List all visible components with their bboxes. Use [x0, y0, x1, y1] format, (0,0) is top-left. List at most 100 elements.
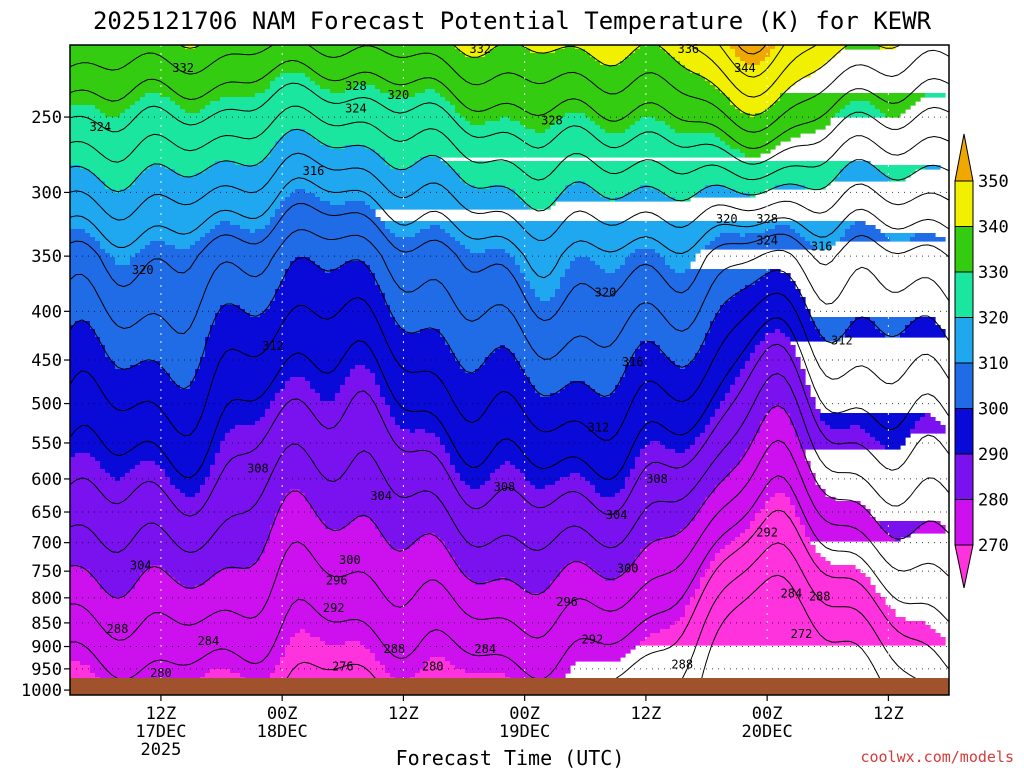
theta-cell [300, 489, 596, 494]
theta-cell [395, 317, 716, 322]
theta-cell [420, 669, 466, 674]
theta-cell [70, 473, 111, 478]
theta-cell [70, 485, 176, 490]
theta-cell [615, 389, 731, 394]
x-tick-label: 2025 [140, 740, 181, 760]
theta-cell [760, 61, 826, 66]
theta-cell [590, 53, 631, 58]
theta-cell [270, 85, 321, 90]
theta-cell [220, 305, 241, 310]
theta-cell [70, 649, 286, 654]
contour-label: 288 [383, 642, 405, 656]
theta-cell [735, 377, 806, 382]
theta-cell [205, 105, 456, 110]
theta-contours [70, 45, 949, 695]
theta-cell [70, 221, 221, 226]
theta-cell [740, 533, 806, 538]
theta-cell [380, 661, 426, 666]
theta-cell [385, 301, 726, 306]
theta-cell [80, 661, 281, 666]
theta-cell [530, 377, 621, 382]
theta-cell [270, 153, 381, 158]
theta-cell [70, 437, 226, 442]
theta-cell [415, 161, 446, 166]
theta-cell [270, 221, 386, 226]
theta-cell [720, 401, 816, 406]
theta-cell [595, 121, 636, 126]
theta-cell [800, 445, 886, 450]
theta-cell [285, 645, 366, 650]
theta-cell [735, 381, 806, 386]
theta-cell [215, 161, 236, 166]
theta-cell [70, 361, 116, 366]
theta-cell [705, 497, 771, 502]
theta-cell [70, 225, 216, 230]
theta-cell [70, 557, 261, 562]
theta-cell [230, 429, 411, 434]
theta-cell [70, 285, 281, 290]
theta-cell [105, 185, 131, 190]
theta-cell [435, 433, 701, 438]
theta-cell [70, 153, 271, 158]
theta-cell [455, 561, 571, 566]
theta-cell [70, 113, 106, 118]
theta-cell [100, 461, 141, 466]
theta-cell [480, 365, 521, 370]
theta-cell [440, 329, 711, 334]
theta-cell [655, 341, 706, 346]
theta-cell [490, 185, 506, 190]
theta-cell [285, 133, 311, 138]
colorbar-label: 350 [978, 172, 1009, 192]
theta-cell [530, 281, 561, 286]
theta-cell [525, 277, 561, 282]
theta-cell [470, 485, 481, 490]
theta-cell [70, 293, 276, 298]
theta-cell [220, 221, 231, 226]
theta-cell [460, 569, 561, 574]
theta-cell [250, 313, 261, 318]
theta-cell [655, 249, 701, 254]
theta-cell [730, 297, 806, 302]
colorbar-bin [954, 408, 974, 455]
theta-cell [875, 325, 906, 330]
contour-300K [70, 257, 949, 397]
theta-cell [95, 457, 216, 462]
theta-cell [795, 229, 846, 234]
theta-cell [805, 185, 826, 190]
theta-cell [765, 505, 796, 510]
theta-cell [695, 589, 876, 594]
colorbar-label: 340 [978, 218, 1009, 238]
theta-cell [95, 237, 201, 242]
theta-cell [70, 477, 116, 482]
contour-label: 292 [582, 633, 604, 647]
theta-cell [70, 549, 266, 554]
theta-cell [305, 497, 706, 502]
theta-cell [715, 85, 791, 90]
theta-cell [560, 389, 596, 394]
theta-cell [260, 553, 451, 558]
theta-cell [145, 169, 176, 174]
theta-cell [170, 477, 206, 482]
theta-cell [315, 193, 516, 198]
colorbar-bottom-arrow [954, 544, 974, 589]
theta-cell [440, 93, 726, 98]
theta-cell [920, 417, 936, 422]
theta-cell [145, 569, 166, 574]
theta-cell [265, 549, 451, 554]
theta-cell [905, 325, 941, 330]
theta-cell [70, 613, 686, 618]
theta-cell [645, 637, 946, 642]
theta-cell [780, 329, 821, 334]
theta-cell [280, 285, 381, 290]
theta-cell [70, 341, 101, 346]
theta-cell [320, 265, 341, 270]
theta-cell [820, 413, 926, 418]
colorbar-bin [954, 271, 974, 318]
theta-cell [735, 465, 811, 470]
theta-cell [545, 485, 596, 490]
theta-cell [630, 361, 676, 366]
theta-cell [70, 289, 276, 294]
contour-292K [70, 317, 949, 480]
theta-cell [70, 573, 91, 578]
contour-label: 320 [716, 212, 738, 226]
